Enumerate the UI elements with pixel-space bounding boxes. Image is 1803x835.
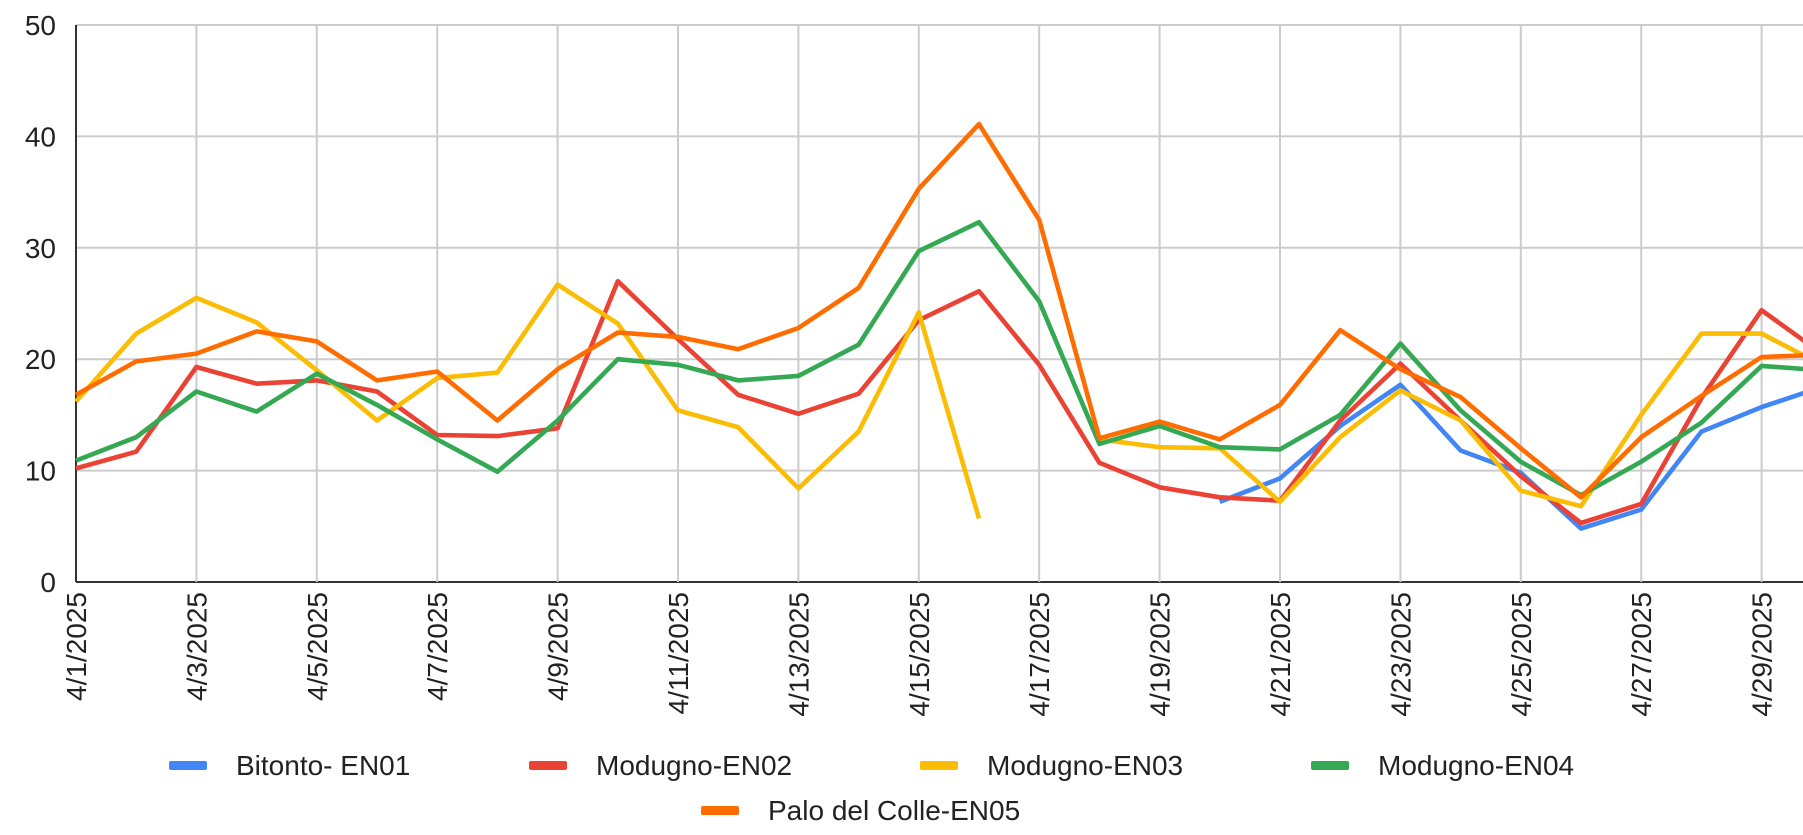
x-tick-label: 4/21/2025 bbox=[1265, 592, 1296, 717]
x-tick-label: 4/11/2025 bbox=[663, 592, 694, 715]
y-tick-label: 40 bbox=[25, 121, 56, 152]
legend-label: Modugno-EN03 bbox=[987, 750, 1183, 781]
plot-area bbox=[74, 121, 1803, 531]
x-tick-label: 4/27/2025 bbox=[1626, 592, 1657, 717]
legend-swatch bbox=[529, 761, 567, 770]
legend-swatch bbox=[1311, 761, 1349, 770]
y-tick-label: 10 bbox=[25, 456, 56, 487]
y-tick-label: 50 bbox=[25, 10, 56, 41]
legend-label: Bitonto- EN01 bbox=[236, 750, 410, 781]
series-line bbox=[75, 278, 1803, 526]
legend-label: Modugno-EN02 bbox=[596, 750, 792, 781]
y-tick-label: 30 bbox=[25, 233, 56, 264]
x-tick-label: 4/19/2025 bbox=[1145, 592, 1176, 717]
legend-swatch bbox=[920, 761, 958, 770]
legend-swatch bbox=[701, 806, 739, 815]
x-tick-label: 4/7/2025 bbox=[422, 592, 453, 701]
series-line bbox=[74, 282, 1803, 520]
x-tick-label: 4/5/2025 bbox=[302, 592, 333, 701]
legend-swatch bbox=[169, 761, 207, 770]
legend-label: Modugno-EN04 bbox=[1378, 750, 1574, 781]
x-tick-label: 4/3/2025 bbox=[181, 592, 212, 701]
x-tick-label: 4/9/2025 bbox=[543, 592, 574, 701]
x-tick-label: 4/13/2025 bbox=[783, 592, 814, 717]
legend-label: Palo del Colle-EN05 bbox=[768, 795, 1020, 826]
series-line bbox=[75, 219, 1803, 498]
x-tick-label: 4/1/2025 bbox=[61, 592, 92, 701]
x-tick-label: 4/25/2025 bbox=[1506, 592, 1537, 717]
labels: 0 10 20 30 40 50 4/1/2025 4/3/2025 4/5/2025 4/7/2… bbox=[25, 10, 1778, 826]
x-tick-label: 4/23/2025 bbox=[1385, 592, 1416, 717]
series-line bbox=[74, 121, 1803, 500]
y-tick-label: 0 bbox=[40, 567, 56, 598]
x-tick-label: 4/15/2025 bbox=[904, 592, 935, 717]
x-tick-label: 4/29/2025 bbox=[1747, 592, 1778, 717]
y-tick-label: 20 bbox=[25, 344, 56, 375]
grid bbox=[75, 24, 1803, 583]
x-tick-label: 4/17/2025 bbox=[1024, 592, 1055, 717]
